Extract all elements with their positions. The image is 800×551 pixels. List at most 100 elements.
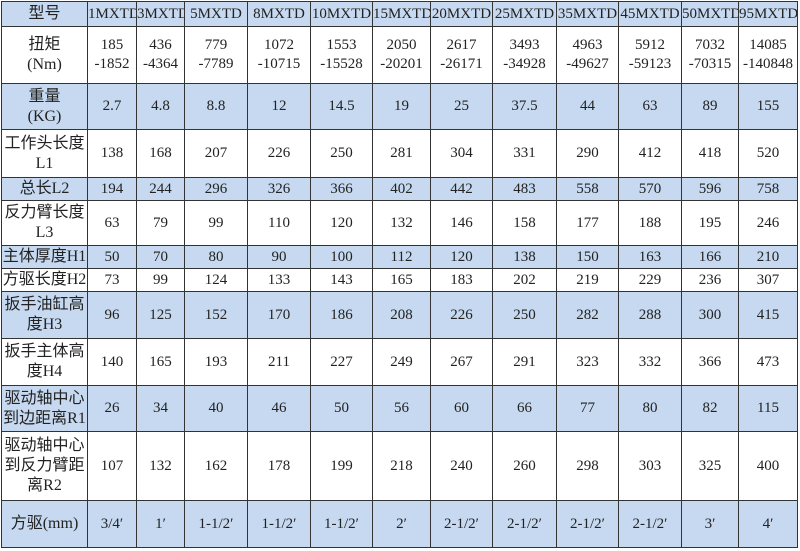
table-row: 驱动轴中心 到边距离R1 26 34 40 46 50 56 60 66 77 80 82 115 [1, 385, 798, 432]
table-cell: 194 [87, 177, 137, 201]
table-cell: 63 [87, 200, 137, 246]
row-label: 驱动轴中心 到边距离R1 [1, 385, 88, 432]
table-cell: 412 [618, 129, 682, 178]
row-label: 主体厚度H1 [1, 245, 88, 269]
table-cell: 226 [247, 129, 311, 178]
table-cell: 82 [681, 385, 739, 432]
table-row: 方驱(mm) 3/4′ 1′ 1-1/2′ 1-1/2′ 1-1/2′ 2′ 2-1/2′ 2-… [1, 500, 798, 548]
table-cell: 418 [681, 129, 739, 178]
table-cell: 2.7 [87, 83, 137, 130]
table-cell: 4.8 [136, 83, 185, 130]
table-cell: 146 [430, 200, 493, 246]
table-cell: 3′ [681, 500, 739, 548]
row-label: 方驱(mm) [1, 500, 88, 548]
table-cell: 4′ [738, 500, 798, 548]
table-cell: 178 [247, 431, 311, 501]
model-header: 1MXTD [87, 1, 137, 27]
table-cell: 46 [247, 385, 311, 432]
table-cell: 210 [738, 245, 798, 269]
table-cell: 8.8 [184, 83, 248, 130]
row-label: 扭矩 (Nm) [1, 26, 88, 84]
table-cell: 188 [618, 200, 682, 246]
table-cell: 558 [556, 177, 619, 201]
table-cell: 124 [184, 268, 248, 292]
table-cell: 291 [492, 338, 557, 386]
table-cell: 133 [247, 268, 311, 292]
table-cell: 12 [247, 83, 311, 130]
table-cell: 80 [184, 245, 248, 269]
model-header: 5MXTD [184, 1, 248, 27]
model-header: 45MXTD [618, 1, 682, 27]
table-cell: 50 [87, 245, 137, 269]
table-cell: 99 [184, 200, 248, 246]
table-cell: 415 [738, 291, 798, 339]
row-label: 方驱长度H2 [1, 268, 88, 292]
table-cell: 26 [87, 385, 137, 432]
table-cell: 246 [738, 200, 798, 246]
table-cell: 3/4′ [87, 500, 137, 548]
row-label: 扳手油缸高 度H3 [1, 291, 88, 339]
table-cell: 366 [681, 338, 739, 386]
model-header: 8MXTD [247, 1, 311, 27]
table-cell: 125 [136, 291, 185, 339]
table-cell: 66 [492, 385, 557, 432]
table-cell: 218 [372, 431, 431, 501]
table-cell: 2-1/2′ [618, 500, 682, 548]
table-row: 方驱长度H2 73 99 124 133 143 165 183 202 219 229 236 307 [1, 268, 798, 292]
table-cell: 14085 -140848 [738, 26, 798, 84]
table-cell: 250 [492, 291, 557, 339]
table-cell: 152 [184, 291, 248, 339]
table-row: 主体厚度H1 50 70 80 90 100 112 120 138 150 163 166 210 [1, 245, 798, 269]
table-cell: 185 -1852 [87, 26, 137, 84]
table-cell: 90 [247, 245, 311, 269]
table-cell: 307 [738, 268, 798, 292]
table-cell: 208 [372, 291, 431, 339]
table-cell: 267 [430, 338, 493, 386]
table-cell: 120 [310, 200, 373, 246]
table-cell: 50 [310, 385, 373, 432]
table-cell: 155 [738, 83, 798, 130]
table-cell: 281 [372, 129, 431, 178]
table-cell: 331 [492, 129, 557, 178]
table-cell: 183 [430, 268, 493, 292]
table-cell: 170 [247, 291, 311, 339]
table-cell: 37.5 [492, 83, 557, 130]
table-cell: 442 [430, 177, 493, 201]
table-cell: 207 [184, 129, 248, 178]
model-header: 15MXTD [372, 1, 431, 27]
table-cell: 240 [430, 431, 493, 501]
table-cell: 2-1/2′ [492, 500, 557, 548]
table-cell: 1-1/2′ [184, 500, 248, 548]
model-header: 3MXTD [136, 1, 185, 27]
table-cell: 325 [681, 431, 739, 501]
table-row: 总长L2 194 244 296 326 366 402 442 483 558 570 596 758 [1, 177, 798, 201]
table-cell: 779 -7789 [184, 26, 248, 84]
table-cell: 288 [618, 291, 682, 339]
table-cell: 402 [372, 177, 431, 201]
table-cell: 56 [372, 385, 431, 432]
table-cell: 2-1/2′ [556, 500, 619, 548]
table-cell: 165 [136, 338, 185, 386]
table-cell: 1-1/2′ [247, 500, 311, 548]
table-row: 重量 (KG) 2.7 4.8 8.8 12 14.5 19 25 37.5 44 63 89 155 [1, 83, 798, 130]
table-row: 扭矩 (Nm) 185 -1852 436 -4364 779 -7789 1072 -… [1, 26, 798, 84]
table-cell: 96 [87, 291, 137, 339]
table-cell: 260 [492, 431, 557, 501]
model-header: 25MXTD [492, 1, 557, 27]
table-cell: 199 [310, 431, 373, 501]
table-cell: 473 [738, 338, 798, 386]
table-row: 反力臂长度 L3 63 79 99 110 120 132 146 158 177 188 195 24… [1, 200, 798, 246]
table-cell: 163 [618, 245, 682, 269]
table-cell: 143 [310, 268, 373, 292]
table-cell: 436 -4364 [136, 26, 185, 84]
table-row: 扳手油缸高 度H3 96 125 152 170 186 208 226 250 282 288 30… [1, 291, 798, 339]
table-cell: 211 [247, 338, 311, 386]
table-cell: 596 [681, 177, 739, 201]
table-cell: 1′ [136, 500, 185, 548]
row-label: 总长L2 [1, 177, 88, 201]
table-cell: 120 [430, 245, 493, 269]
table-cell: 80 [618, 385, 682, 432]
table-cell: 304 [430, 129, 493, 178]
model-header: 20MXTD [430, 1, 493, 27]
